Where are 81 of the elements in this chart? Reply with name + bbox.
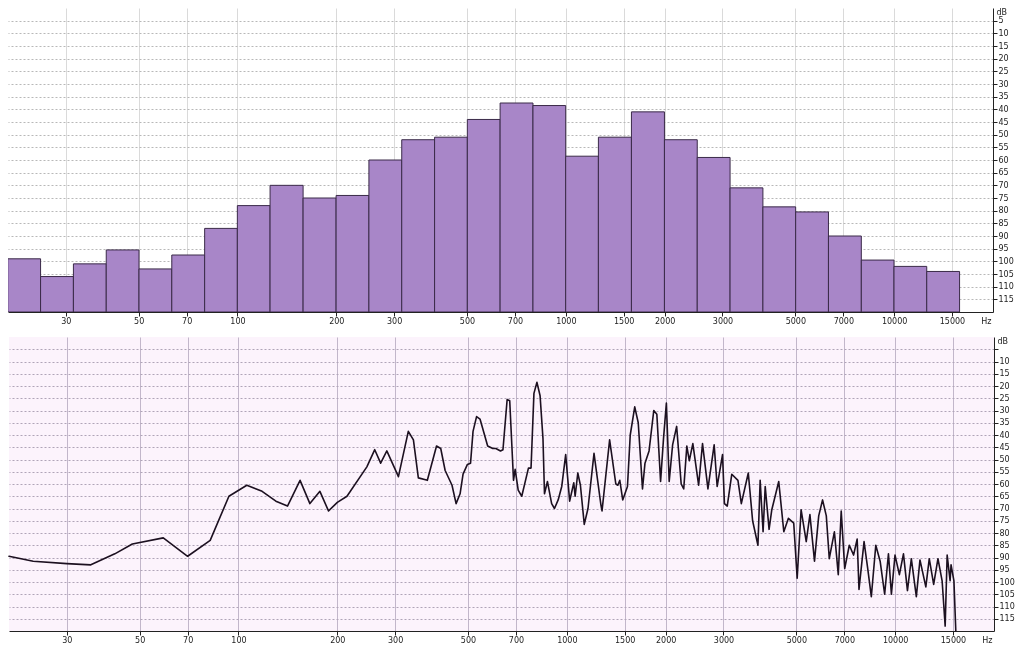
y-tick-label: 85: [998, 218, 1009, 228]
x-tick-label: 300: [388, 635, 404, 645]
x-tick-label: 30: [61, 316, 72, 326]
y-tick-label: 40: [999, 430, 1010, 440]
y-tick-label: 50: [998, 130, 1009, 140]
x-tick-label: 70: [183, 635, 194, 645]
y-tick-label: 80: [998, 206, 1009, 216]
y-tick-label: 80: [999, 528, 1010, 538]
y-tick-label: 105: [998, 269, 1014, 279]
y-tick-label: 45: [998, 117, 1009, 127]
x-tick-label: 700: [508, 635, 525, 645]
y-tick-label: 65: [998, 168, 1009, 178]
y-tick-label: 25: [998, 66, 1009, 76]
x-tick-label: 100: [230, 316, 246, 326]
y-tick-label: 55: [998, 142, 1009, 152]
x-tick-label: 10000: [881, 316, 908, 326]
x-tick-label: 3000: [712, 316, 734, 326]
x-tick-label: 500: [459, 316, 476, 326]
y-tick-label: 100: [998, 256, 1014, 266]
x-tick-label: 700: [507, 316, 524, 326]
y-tick-label: 25: [999, 393, 1010, 403]
x-axis-title: Hz: [982, 635, 993, 645]
y-tick-label: 60: [998, 155, 1009, 165]
x-tick-label: 100: [231, 635, 247, 645]
y-tick-label: 20: [998, 54, 1009, 64]
y-tick-label: 65: [999, 491, 1010, 501]
y-tick-label: 15: [999, 369, 1010, 379]
x-tick-label: 1000: [556, 316, 577, 326]
x-tick-label: 15000: [940, 635, 967, 645]
x-tick-label: 1500: [613, 316, 635, 326]
y-tick-label: 105: [999, 589, 1015, 599]
x-tick-label: 2000: [654, 316, 676, 326]
y-tick-label: 40: [998, 104, 1009, 114]
x-tick-label: 1500: [614, 635, 636, 645]
x-tick-label: 200: [330, 635, 346, 645]
y-tick-label: 30: [999, 406, 1010, 415]
x-tick-label: 200: [329, 316, 345, 326]
y-tick-label: 110: [999, 602, 1015, 611]
y-tick-label: 115: [999, 614, 1015, 624]
y-tick-label: 75: [999, 516, 1010, 526]
y-tick-label: 5: [998, 16, 1004, 26]
x-tick-label: 300: [387, 316, 403, 326]
x-tick-label: 3000: [713, 635, 735, 645]
y-tick-label: 90: [999, 553, 1010, 562]
y-tick-label: 60: [999, 479, 1010, 489]
x-tick-label: 1000: [557, 635, 578, 645]
y-tick-label: 50: [999, 455, 1010, 464]
y-tick-label: 15: [998, 41, 1009, 51]
y-tick-label: 110: [998, 282, 1014, 292]
y-tick-label: 70: [998, 180, 1009, 190]
x-tick-label: 5000: [785, 316, 806, 326]
x-tick-label: 15000: [939, 316, 966, 326]
y-tick-label: 35: [999, 418, 1010, 428]
y-tick-label: 75: [998, 193, 1009, 203]
x-tick-label: 7000: [833, 316, 854, 326]
y-tick-label: 85: [999, 540, 1010, 550]
x-tick-label: 5000: [786, 635, 807, 645]
y-tick-label: 95: [998, 244, 1009, 254]
y-axis-title: dB: [996, 7, 1008, 17]
y-tick-label: 55: [999, 467, 1010, 477]
y-tick-label: 95: [999, 565, 1010, 575]
x-tick-label: 30: [62, 635, 73, 645]
y-tick-label: 100: [999, 577, 1015, 587]
y-tick-label: 70: [999, 504, 1010, 513]
x-tick-label: 7000: [834, 635, 855, 645]
y-tick-label: 90: [998, 231, 1009, 241]
y-tick-label: 115: [998, 294, 1014, 304]
y-tick-label: 20: [999, 381, 1010, 391]
x-tick-label: 10000: [882, 635, 909, 645]
x-tick-label: 50: [135, 635, 146, 645]
y-tick-label: 10: [998, 28, 1009, 38]
y-tick-label: 35: [998, 92, 1009, 102]
y-axis-title: dB: [997, 336, 1009, 346]
y-tick-label: 45: [999, 442, 1010, 452]
x-tick-label: 2000: [655, 635, 677, 645]
x-tick-label: 50: [134, 316, 145, 326]
x-axis-title: Hz: [981, 316, 992, 326]
x-tick-label: 70: [182, 316, 193, 326]
y-tick-label: 10: [999, 357, 1010, 366]
y-tick-label: 30: [998, 79, 1009, 89]
x-tick-label: 500: [460, 635, 477, 645]
